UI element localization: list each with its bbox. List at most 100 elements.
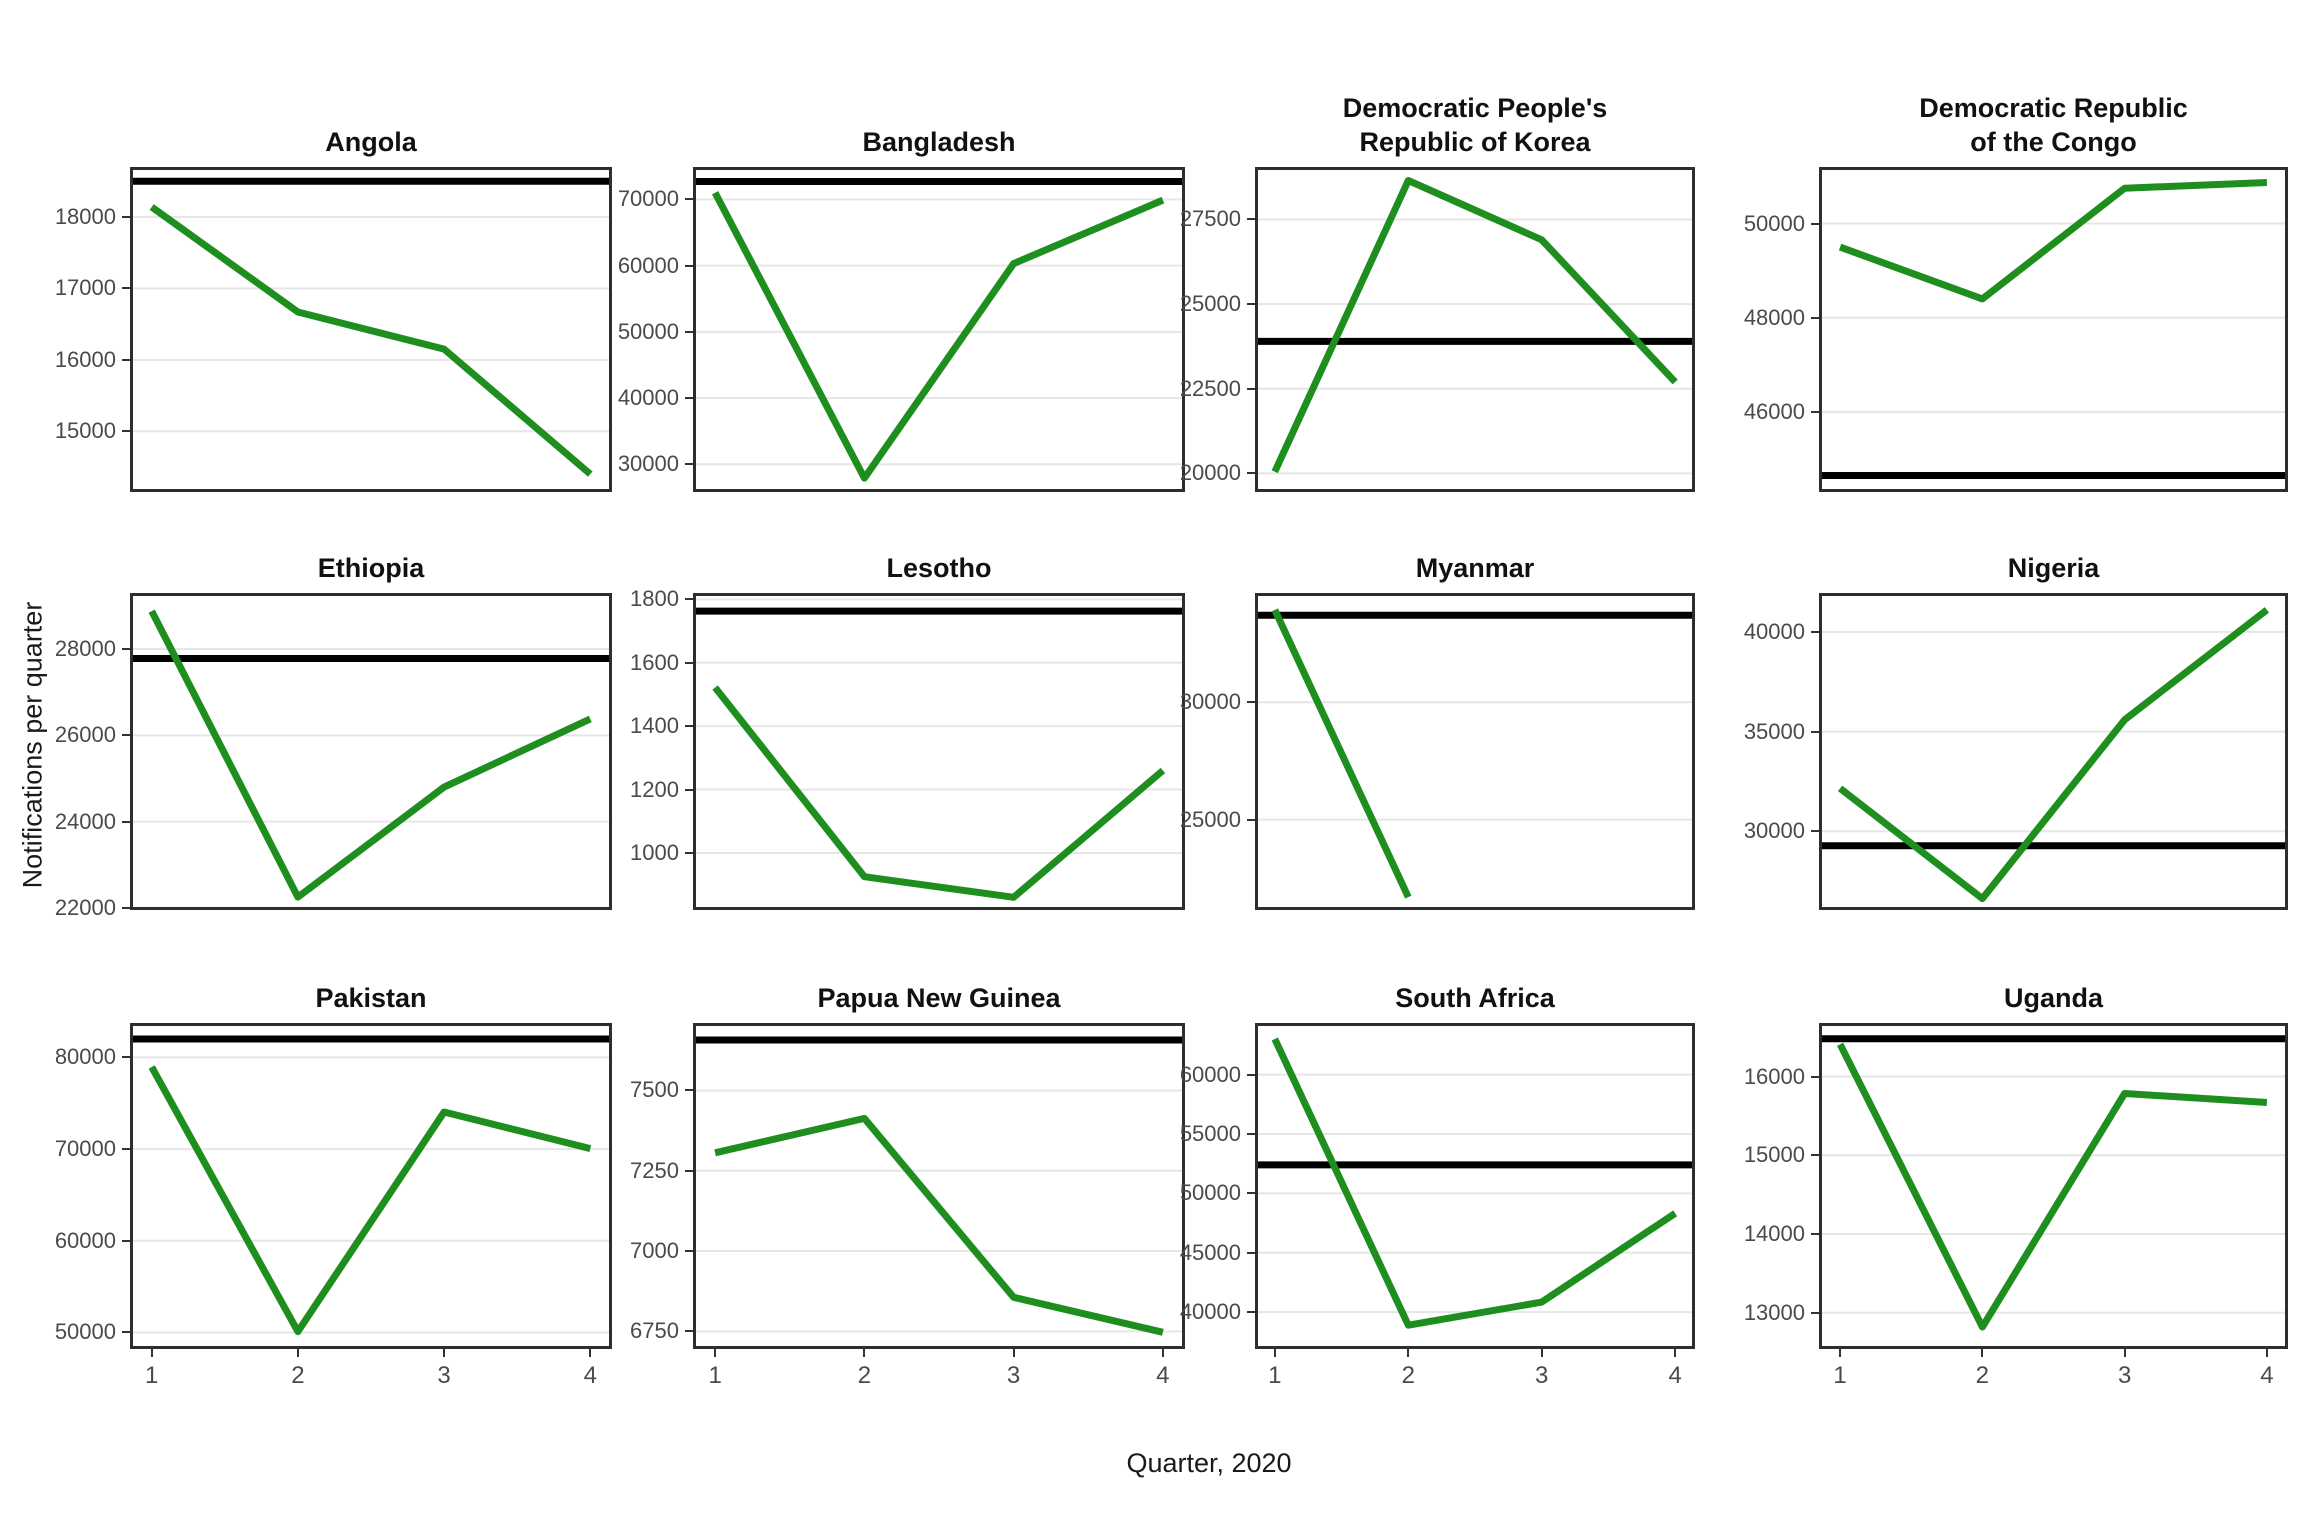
- y-tick-label: 40000: [1743, 618, 1805, 644]
- facet-title-pakistan: Pakistan: [315, 983, 427, 1013]
- y-tick-mark: [685, 1089, 693, 1092]
- y-tick-mark: [685, 264, 693, 267]
- y-tick-mark: [1247, 1311, 1255, 1314]
- x-tick-mark: [2123, 1349, 2126, 1357]
- y-tick-label: 45000: [1179, 1239, 1241, 1265]
- x-tick-label: 2: [291, 1362, 305, 1389]
- y-tick-mark: [1247, 701, 1255, 704]
- y-tick-mark: [122, 906, 130, 909]
- panel-background: [130, 1023, 612, 1349]
- y-tick-label: 30000: [1179, 689, 1241, 715]
- x-tick-label: 1: [1833, 1362, 1847, 1389]
- y-tick-mark: [1247, 218, 1255, 221]
- y-tick-label: 1400: [630, 713, 679, 739]
- y-tick-mark: [1811, 630, 1819, 633]
- y-tick-mark: [685, 1330, 693, 1333]
- y-tick-mark: [1811, 410, 1819, 413]
- y-tick-mark: [685, 725, 693, 728]
- y-tick-mark: [685, 1250, 693, 1253]
- notifications-line: [1271, 177, 1678, 474]
- panel-background: [1819, 593, 2288, 910]
- plot-angola: [130, 167, 612, 492]
- panel-background: [693, 593, 1185, 910]
- notifications-line: [1271, 1037, 1678, 1329]
- notifications-line: [712, 685, 1166, 901]
- panel-border: [130, 1023, 612, 1349]
- y-tick-label: 14000: [1743, 1221, 1805, 1247]
- y-tick-mark: [1811, 222, 1819, 225]
- y-tick-mark: [685, 1169, 693, 1172]
- y-tick-mark: [685, 851, 693, 854]
- y-tick-mark: [122, 1239, 130, 1242]
- y-tick-mark: [1811, 1075, 1819, 1078]
- x-tick-label: 1: [145, 1362, 159, 1389]
- y-tick-mark: [685, 463, 693, 466]
- y-tick-mark: [122, 648, 130, 651]
- plot-bangladesh: [693, 167, 1185, 492]
- x-tick-mark: [714, 1349, 717, 1357]
- facet-title-democratic-people-s-republic-of-korea: Democratic People's Republic of Korea: [1342, 93, 1608, 157]
- x-tick-label: 4: [583, 1362, 597, 1389]
- y-tick-mark: [122, 734, 130, 737]
- facet-title-myanmar: Myanmar: [1415, 553, 1535, 583]
- panel-background: [1255, 1023, 1695, 1349]
- notifications-line: [149, 204, 593, 477]
- x-tick-label: 3: [437, 1362, 451, 1389]
- y-tick-label: 60000: [54, 1227, 116, 1253]
- plot-lesotho: [693, 593, 1185, 910]
- facet-title-bangladesh: Bangladesh: [862, 127, 1016, 157]
- y-tick-label: 27500: [1179, 206, 1241, 232]
- y-tick-mark: [1247, 303, 1255, 306]
- panel-border: [693, 593, 1185, 910]
- plot-ethiopia: [130, 593, 612, 910]
- notifications-line: [1836, 1042, 2268, 1331]
- notifications-line: [714, 1114, 1164, 1336]
- y-tick-label: 26000: [54, 722, 116, 748]
- y-tick-label: 15000: [54, 418, 116, 444]
- facet-title-uganda: Uganda: [2003, 983, 2103, 1013]
- y-tick-label: 13000: [1743, 1299, 1805, 1325]
- y-tick-label: 80000: [54, 1044, 116, 1070]
- panel-border: [693, 1023, 1185, 1349]
- notifications-line: [148, 1065, 592, 1336]
- panel-border: [1819, 167, 2288, 492]
- x-axis-label: Quarter, 2020: [1126, 1448, 1292, 1478]
- x-tick-mark: [863, 1349, 866, 1357]
- panel-border: [1255, 1023, 1695, 1349]
- facet-title-lesotho: Lesotho: [886, 553, 992, 583]
- y-tick-mark: [1247, 387, 1255, 390]
- x-tick-mark: [1273, 1349, 1276, 1357]
- panel-border: [1255, 593, 1695, 910]
- y-tick-label: 40000: [1179, 1299, 1241, 1325]
- y-tick-label: 1200: [630, 776, 679, 802]
- x-tick-label: 4: [2260, 1362, 2274, 1389]
- y-tick-label: 35000: [1743, 718, 1805, 744]
- y-tick-label: 18000: [54, 204, 116, 229]
- x-tick-label: 1: [1268, 1362, 1282, 1389]
- y-tick-mark: [1247, 1073, 1255, 1076]
- plot-nigeria: [1819, 593, 2288, 910]
- x-tick-mark: [2265, 1349, 2268, 1357]
- y-tick-label: 40000: [617, 385, 679, 410]
- panel-background: [1819, 1023, 2288, 1349]
- panel-background: [693, 167, 1185, 492]
- x-tick-label: 3: [2117, 1362, 2132, 1389]
- panel-background: [1819, 167, 2288, 492]
- facet-title-south-africa: South Africa: [1395, 983, 1555, 1013]
- panel-background: [130, 593, 612, 910]
- y-tick-mark: [1811, 316, 1819, 319]
- x-tick-mark: [1407, 1349, 1410, 1357]
- x-tick-mark: [1161, 1349, 1164, 1357]
- panel-border: [693, 167, 1185, 492]
- y-tick-label: 6750: [630, 1318, 679, 1344]
- y-tick-label: 60000: [1179, 1061, 1241, 1087]
- notifications-line: [1271, 608, 1412, 899]
- y-tick-mark: [122, 1148, 130, 1151]
- y-tick-label: 16000: [1743, 1063, 1805, 1089]
- facet-title-papua-new-guinea: Papua New Guinea: [817, 983, 1061, 1013]
- y-tick-label: 46000: [1743, 398, 1805, 424]
- y-tick-label: 22000: [54, 894, 116, 920]
- x-tick-label: 4: [1156, 1362, 1170, 1389]
- panel-background: [693, 1023, 1185, 1349]
